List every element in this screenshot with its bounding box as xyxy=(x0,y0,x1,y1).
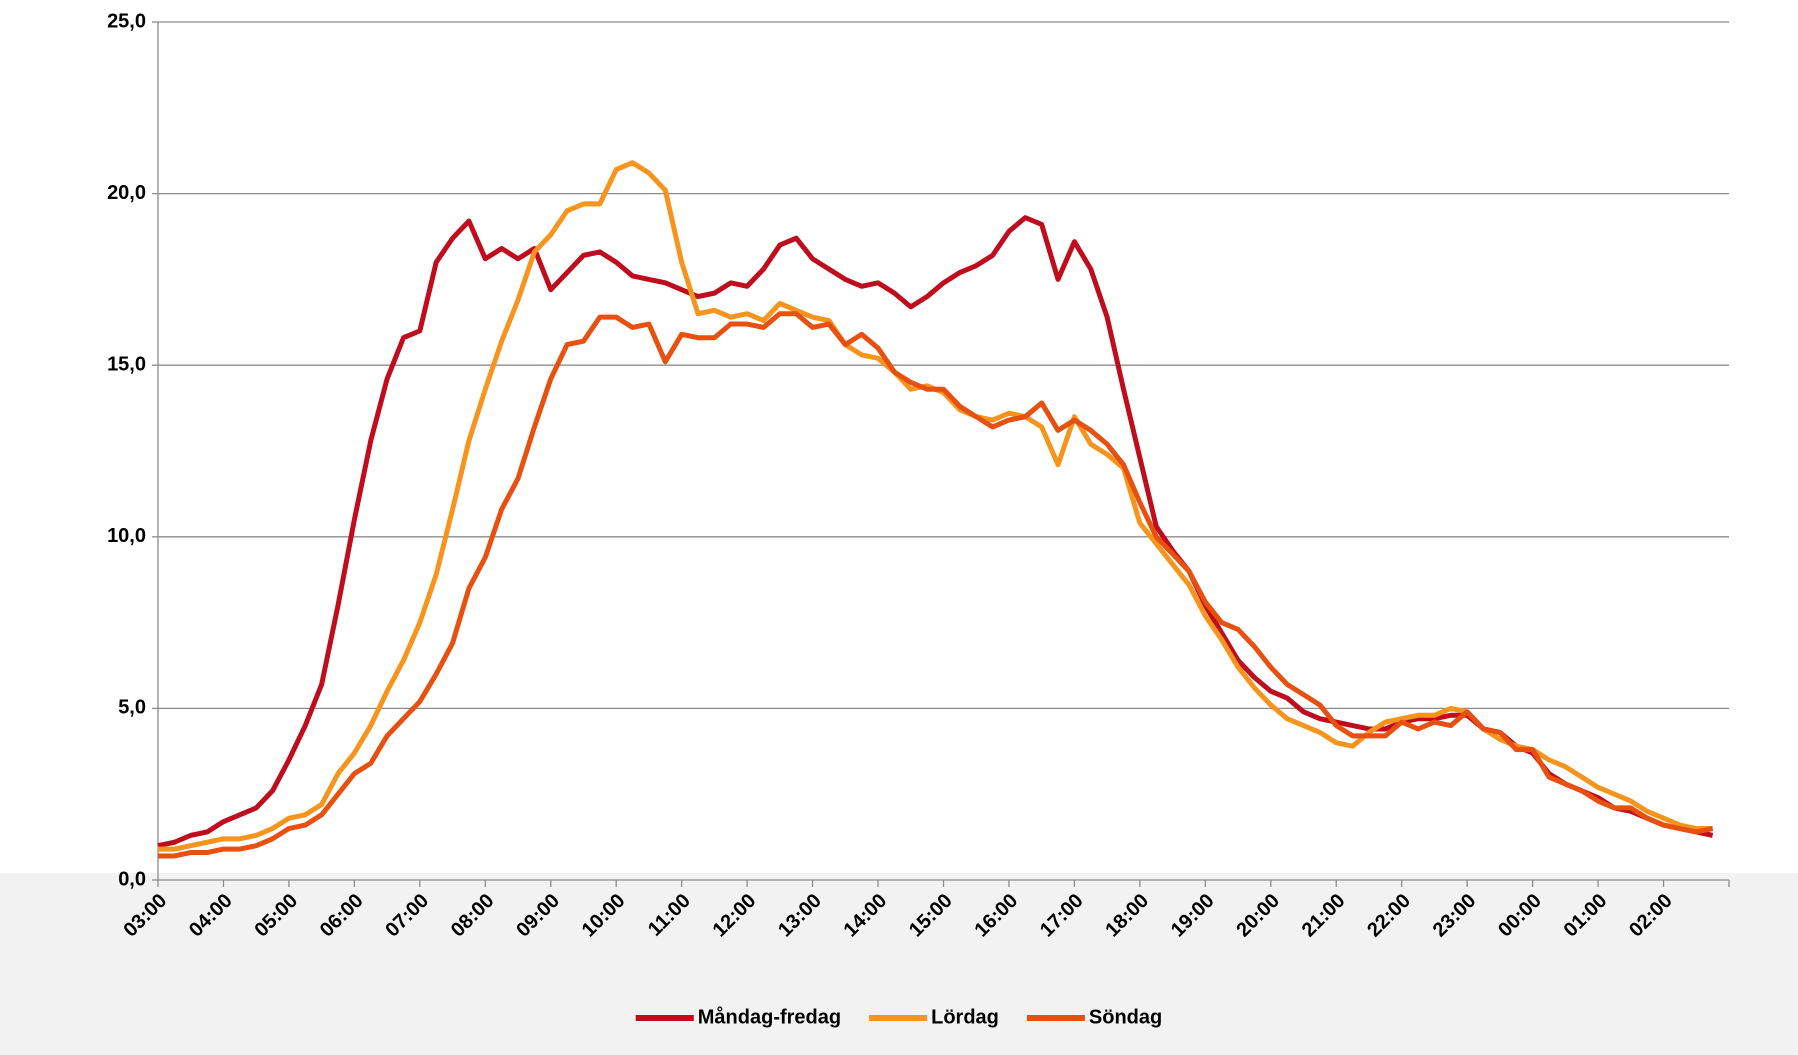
y-tick-label: 25,0 xyxy=(107,10,146,32)
legend-background xyxy=(0,873,1798,1055)
series-line xyxy=(158,160,1713,852)
series-line xyxy=(158,311,1714,859)
y-tick-label: 5,0 xyxy=(118,697,146,719)
y-tick-label: 20,0 xyxy=(107,182,146,204)
y-tick-label: 0,0 xyxy=(118,868,146,890)
series-line xyxy=(157,215,1714,849)
legend: Måndag-fredag Lördag Söndag xyxy=(635,1005,1162,1028)
y-tick-label: 10,0 xyxy=(107,525,146,547)
legend-label: Söndag xyxy=(1089,1006,1162,1028)
legend-label: Lördag xyxy=(931,1006,999,1028)
y-tick-label: 15,0 xyxy=(107,353,146,375)
legend-label: Måndag-fredag xyxy=(698,1005,841,1028)
